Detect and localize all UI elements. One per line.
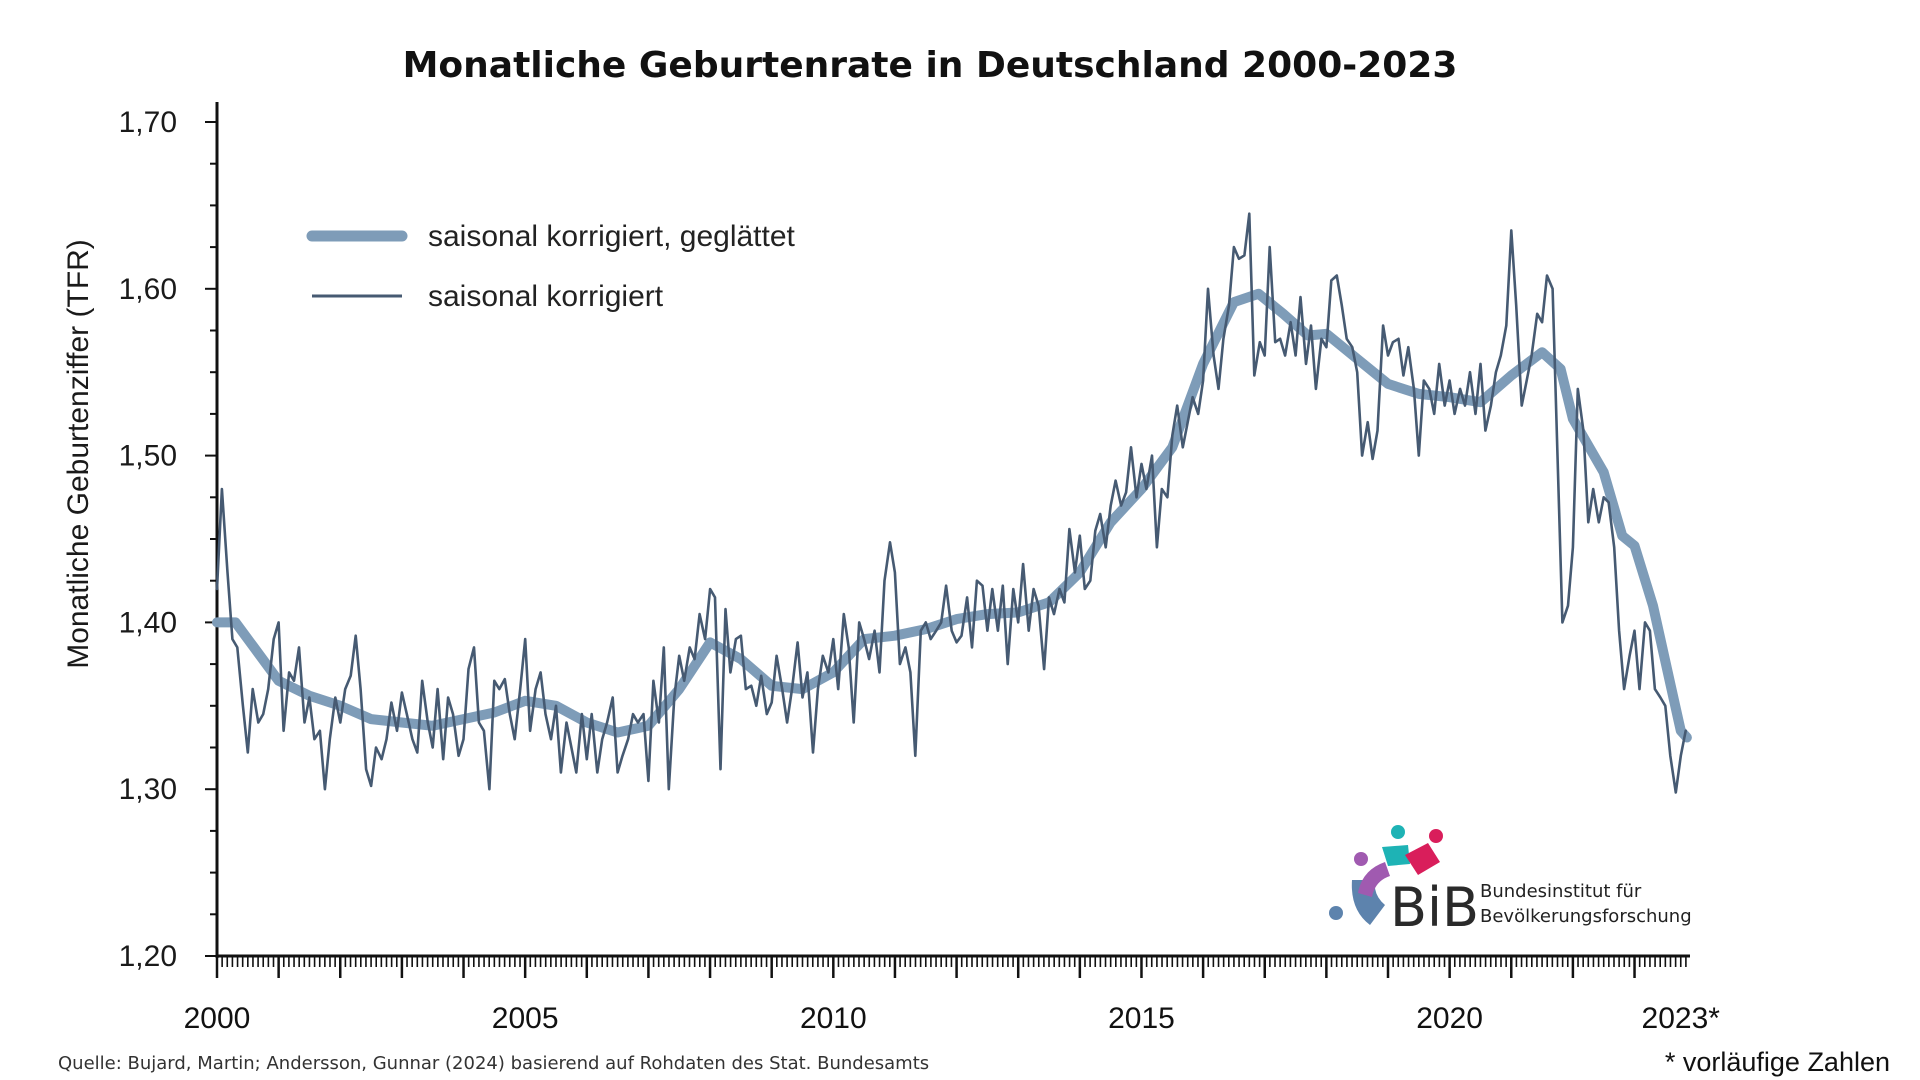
footnote: * vorläufige Zahlen <box>1665 1047 1890 1077</box>
logo-shape-teal <box>1382 845 1410 866</box>
bib-logo: BiB Bundesinstitut für Bevölkerungsforsc… <box>1329 825 1692 939</box>
y-tick-label: 1,30 <box>119 773 177 806</box>
legend-label-raw: saisonal korrigiert <box>428 280 664 313</box>
y-axis: 1,20 1,30 1,40 1,50 1,60 1,70 <box>119 102 219 973</box>
logo-dot-teal <box>1391 825 1405 839</box>
source-note: Quelle: Bujard, Martin; Andersson, Gunna… <box>58 1053 929 1074</box>
y-tick-label: 1,20 <box>119 940 177 973</box>
y-tick-label: 1,70 <box>119 106 177 139</box>
logo-wordmark: BiB <box>1390 876 1479 939</box>
y-axis-title: Monatliche Geburtenziffer (TFR) <box>62 239 95 669</box>
y-tick-label: 1,50 <box>119 440 177 473</box>
series-line-raw <box>215 212 1687 794</box>
x-tick-label: 2005 <box>492 1002 559 1035</box>
logo-dot-red <box>1429 829 1443 843</box>
plot-area <box>212 212 1692 794</box>
x-tick-label: 2023* <box>1642 1002 1721 1035</box>
x-tick-label: 2000 <box>184 1002 251 1035</box>
chart-title: Monatliche Geburtenrate in Deutschland 2… <box>403 45 1458 86</box>
logo-line1: Bundesinstitut für <box>1480 881 1642 902</box>
y-tick-label: 1,40 <box>119 606 177 639</box>
logo-dot-blue <box>1329 906 1343 920</box>
logo-shape-red <box>1405 843 1440 875</box>
logo-arc-purple <box>1358 862 1390 897</box>
legend-label-smoothed: saisonal korrigiert, geglättet <box>428 220 796 253</box>
logo-dot-purple <box>1354 852 1368 866</box>
legend: saisonal korrigiert, geglättet saisonal … <box>306 220 796 313</box>
logo-line2: Bevölkerungsforschung <box>1480 906 1692 927</box>
x-axis: 2000 2005 2010 2015 2020 2023* <box>184 954 1721 1035</box>
x-tick-label: 2015 <box>1108 1002 1175 1035</box>
series-line-smoothed <box>212 288 1692 743</box>
x-tick-label: 2020 <box>1416 1002 1483 1035</box>
y-tick-label: 1,60 <box>119 273 177 306</box>
x-tick-label: 2010 <box>800 1002 867 1035</box>
